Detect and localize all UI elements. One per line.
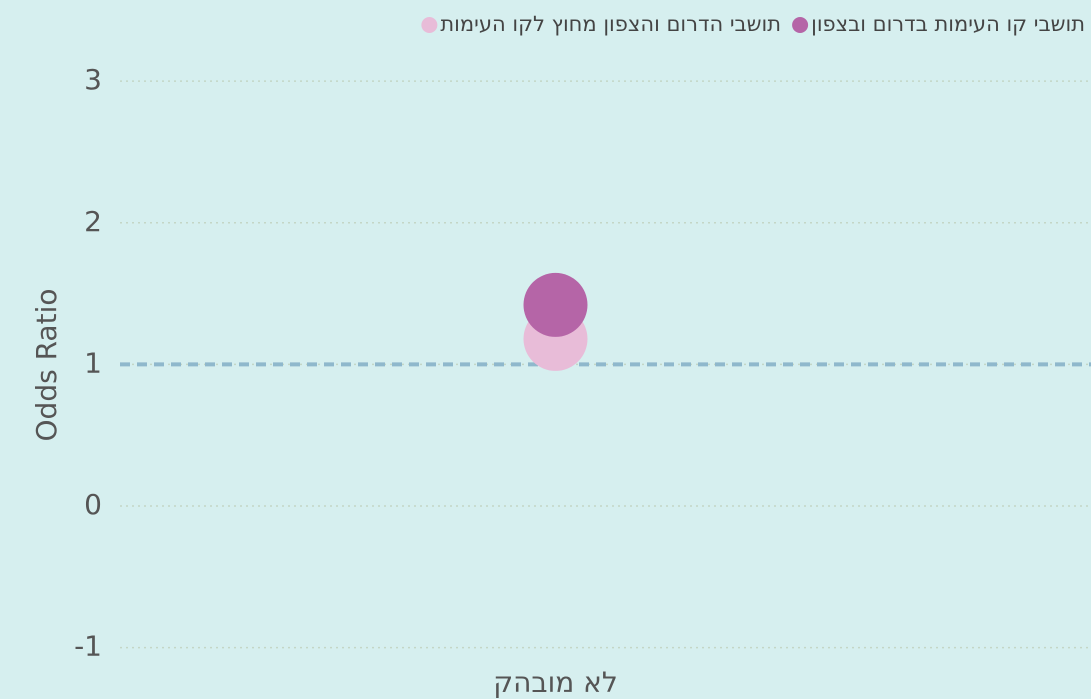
y-tick-label: 0 <box>84 488 102 521</box>
y-tick-label: 2 <box>84 205 102 238</box>
legend-marker <box>792 17 809 33</box>
x-tick-label: לא מובהק <box>493 666 618 699</box>
y-tick-label: 3 <box>84 63 102 96</box>
legend-label: תושבי הדרום והצפון מחוץ לקו העימות <box>440 12 781 36</box>
y-tick-label: 1 <box>84 346 102 379</box>
data-point <box>523 272 588 337</box>
y-tick-label: -1 <box>74 630 102 663</box>
legend-label: תושבי קו העימות בדרום ובצפון <box>811 12 1085 36</box>
legend-marker <box>421 17 438 33</box>
y-axis-label: Odds Ratio <box>30 289 63 442</box>
